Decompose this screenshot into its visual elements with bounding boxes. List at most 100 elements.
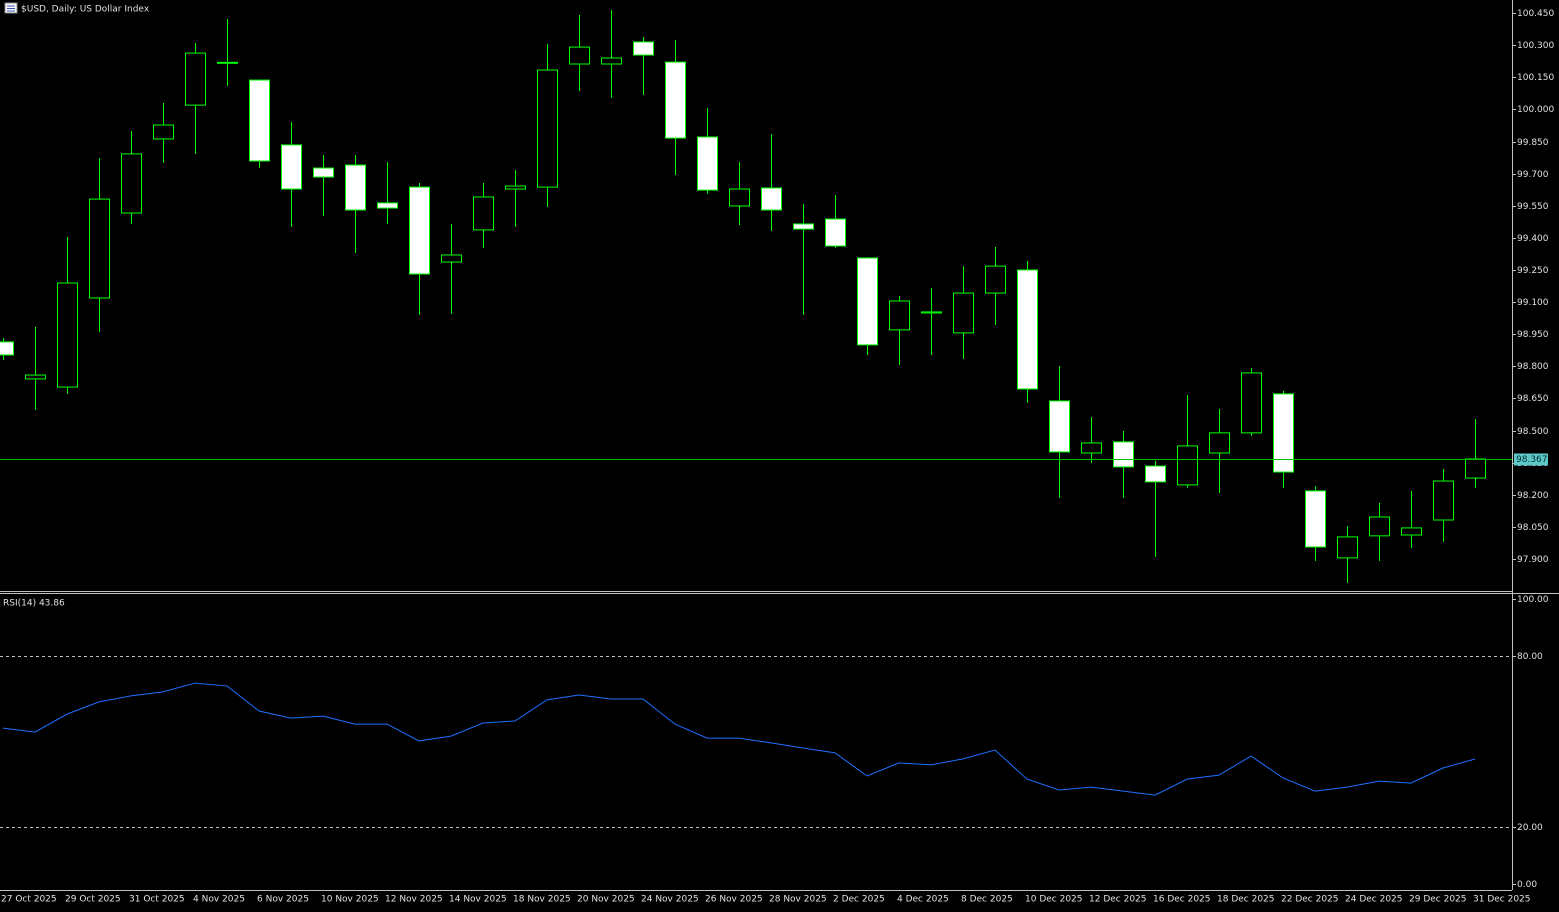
candle-body <box>249 79 270 162</box>
x-tick-label: 31 Oct 2025 <box>129 895 185 905</box>
candle-body <box>441 254 462 263</box>
candle-body <box>537 69 558 188</box>
candle-body <box>1401 527 1422 536</box>
candle-body <box>729 188 750 207</box>
y-tick-label: 99.250 <box>1517 266 1549 276</box>
candle-body <box>1081 442 1102 454</box>
candle-body <box>25 374 46 380</box>
candle-body <box>281 144 302 190</box>
x-tick-label: 4 Dec 2025 <box>897 895 949 905</box>
x-tick-label: 14 Nov 2025 <box>449 895 507 905</box>
x-tick-label: 18 Dec 2025 <box>1217 895 1275 905</box>
x-tick-label: 12 Dec 2025 <box>1089 895 1147 905</box>
x-tick-label: 10 Dec 2025 <box>1025 895 1083 905</box>
x-tick-label: 27 Oct 2025 <box>1 895 57 905</box>
x-tick-label: 4 Nov 2025 <box>193 895 245 905</box>
candle-body <box>985 265 1006 294</box>
x-tick-label: 31 Dec 2025 <box>1473 895 1531 905</box>
candle-body <box>1337 536 1358 559</box>
y-tick-label: 100.150 <box>1517 73 1554 83</box>
candle-body <box>1369 516 1390 537</box>
candle-body <box>665 61 686 139</box>
candle-body <box>473 196 494 231</box>
x-tick-label: 26 Nov 2025 <box>705 895 763 905</box>
candle-body <box>1017 269 1038 390</box>
candle-body <box>953 292 974 334</box>
y-tick-label: 99.100 <box>1517 298 1549 308</box>
x-tick-label: 24 Nov 2025 <box>641 895 699 905</box>
x-tick-label: 18 Nov 2025 <box>513 895 571 905</box>
x-tick-label: 28 Nov 2025 <box>769 895 827 905</box>
last-price-label: 98.367 <box>1516 455 1548 465</box>
candle-body <box>825 218 846 247</box>
x-tick-label: 2 Dec 2025 <box>833 895 885 905</box>
candle-body <box>185 52 206 106</box>
candle-body <box>601 57 622 65</box>
y-tick-label: 98.650 <box>1517 394 1549 404</box>
chart-title: $USD, Daily: US Dollar Index <box>21 5 150 15</box>
x-tick-label: 29 Oct 2025 <box>65 895 121 905</box>
y-tick-label: 80.00 <box>1517 652 1543 662</box>
candle-body <box>1145 465 1166 483</box>
last-price-box <box>1514 453 1548 466</box>
y-tick-label: 98.950 <box>1517 330 1549 340</box>
candle-body <box>697 136 718 191</box>
x-tick-label: 29 Dec 2025 <box>1409 895 1467 905</box>
candle-body <box>57 282 78 388</box>
candle-body <box>377 202 398 209</box>
y-tick-label: 100.450 <box>1517 9 1554 19</box>
candle-body <box>1049 400 1070 453</box>
rsi-line <box>2 682 1476 796</box>
x-tick-label: 8 Dec 2025 <box>961 895 1013 905</box>
candle-body <box>1433 480 1454 521</box>
candle-body <box>313 167 334 178</box>
candle-body <box>121 153 142 214</box>
y-tick-label: 99.850 <box>1517 138 1549 148</box>
candles <box>0 10 1486 583</box>
y-tick-label: 0.00 <box>1517 880 1537 890</box>
candle-body <box>857 257 878 346</box>
y-tick-label: 100.00 <box>1517 595 1549 605</box>
x-tick-label: 24 Dec 2025 <box>1345 895 1403 905</box>
candle-body <box>89 198 110 299</box>
candle-body <box>921 311 942 314</box>
candle-body <box>1305 490 1326 548</box>
x-tick-label: 10 Nov 2025 <box>321 895 379 905</box>
candle-body <box>217 61 238 64</box>
y-tick-label: 97.900 <box>1517 555 1549 565</box>
candle-body <box>633 41 654 56</box>
y-tick-label: 98.200 <box>1517 491 1549 501</box>
candle-body <box>569 46 590 65</box>
candle-body <box>153 124 174 140</box>
symbol-icon <box>4 2 18 14</box>
candle-body <box>345 164 366 211</box>
y-tick-label: 99.400 <box>1517 234 1549 244</box>
candle-body <box>761 187 782 211</box>
x-tick-label: 6 Nov 2025 <box>257 895 309 905</box>
candle-body <box>889 300 910 331</box>
y-tick-label: 99.700 <box>1517 170 1549 180</box>
candle-body <box>1177 445 1198 486</box>
candle-body <box>1465 458 1486 479</box>
y-tick-label: 20.00 <box>1517 823 1543 833</box>
candle-body <box>0 341 14 356</box>
candle-body <box>1241 372 1262 434</box>
y-tick-label: 98.800 <box>1517 362 1549 372</box>
candle-body <box>793 223 814 230</box>
indicator-title: RSI(14) 43.86 <box>3 599 65 609</box>
candle-body <box>1113 441 1134 468</box>
x-tick-label: 16 Dec 2025 <box>1153 895 1211 905</box>
candle-body <box>505 185 526 190</box>
y-tick-label: 98.500 <box>1517 427 1549 437</box>
candle-body <box>1273 393 1294 473</box>
x-tick-label: 22 Dec 2025 <box>1281 895 1339 905</box>
y-tick-label: 98.050 <box>1517 523 1549 533</box>
x-tick-label: 20 Nov 2025 <box>577 895 635 905</box>
candle-body <box>409 186 430 275</box>
x-tick-label: 12 Nov 2025 <box>385 895 443 905</box>
candle-body <box>1209 432 1230 454</box>
y-tick-label: 99.550 <box>1517 202 1549 212</box>
y-tick-label: 100.000 <box>1517 105 1554 115</box>
